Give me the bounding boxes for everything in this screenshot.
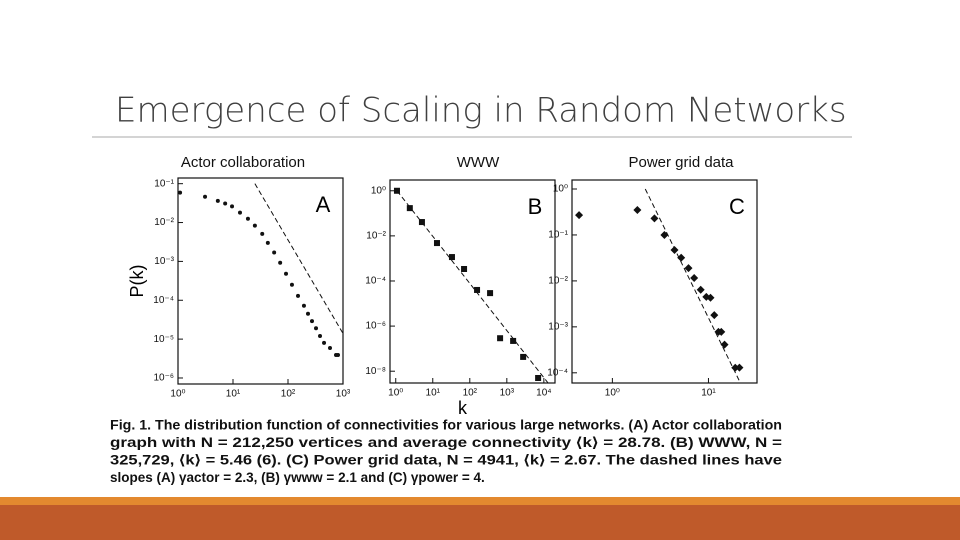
plot-frame bbox=[389, 179, 556, 384]
data-point bbox=[284, 271, 289, 276]
data-point bbox=[706, 293, 715, 302]
data-point bbox=[497, 335, 504, 342]
data-point bbox=[314, 326, 319, 331]
data-point bbox=[305, 311, 310, 316]
data-point bbox=[393, 187, 400, 194]
data-point bbox=[237, 210, 242, 215]
x-tick-label: 10¹ bbox=[226, 389, 241, 400]
x-tick-label: 10¹ bbox=[701, 388, 716, 399]
data-point bbox=[717, 327, 726, 336]
data-point bbox=[474, 286, 481, 293]
data-point bbox=[278, 260, 283, 265]
y-tick-label: 10⁻⁶ bbox=[153, 373, 174, 384]
x-tick-label: 10⁰ bbox=[388, 388, 403, 399]
data-point bbox=[245, 216, 250, 221]
fit-line bbox=[644, 188, 741, 384]
data-point bbox=[710, 311, 719, 320]
data-point bbox=[327, 346, 332, 351]
x-tick-label: 10¹ bbox=[426, 388, 441, 399]
data-point bbox=[289, 282, 294, 287]
y-tick-label: 10⁻⁵ bbox=[153, 334, 174, 345]
caption-line: slopes (A) γactor = 2.3, (B) γwww = 2.1 … bbox=[110, 470, 485, 485]
y-tick-label: 10⁰ bbox=[553, 184, 568, 195]
x-tick-label: 10³ bbox=[500, 388, 515, 399]
data-point bbox=[731, 363, 740, 372]
y-tick-label: 10⁻³ bbox=[154, 256, 174, 267]
plot-frame bbox=[571, 179, 758, 384]
data-point bbox=[575, 211, 584, 220]
data-point bbox=[335, 353, 340, 358]
data-point bbox=[660, 230, 669, 239]
chart-subtitle: Actor collaboration bbox=[181, 154, 305, 171]
y-tick-label: 10⁻¹ bbox=[154, 178, 174, 189]
data-point bbox=[510, 337, 517, 344]
data-point bbox=[487, 290, 494, 297]
data-point bbox=[461, 265, 468, 272]
y-tick-label: 10⁻³ bbox=[548, 321, 568, 332]
data-point bbox=[720, 340, 729, 349]
fit-line bbox=[254, 183, 344, 334]
data-point bbox=[203, 194, 208, 199]
data-point bbox=[230, 204, 235, 209]
data-point bbox=[296, 293, 301, 298]
data-point bbox=[418, 219, 425, 226]
chart-subtitle: Power grid data bbox=[628, 154, 734, 171]
data-point bbox=[448, 254, 455, 261]
y-tick-label: 10⁻¹ bbox=[548, 230, 568, 241]
x-tick-label: 10² bbox=[463, 388, 478, 399]
data-point bbox=[677, 253, 686, 262]
data-point bbox=[252, 223, 257, 228]
footer-stripe bbox=[0, 497, 960, 505]
data-point bbox=[650, 214, 659, 223]
plot-frame bbox=[177, 177, 344, 385]
x-tick-label: 10⁰ bbox=[170, 389, 185, 400]
panel-label: B bbox=[528, 194, 543, 219]
y-tick-label: 10⁰ bbox=[371, 185, 386, 196]
data-point bbox=[633, 205, 642, 214]
x-axis-label: k bbox=[458, 398, 468, 418]
data-point bbox=[309, 319, 314, 324]
data-point bbox=[433, 240, 440, 247]
slide-title: Emergence of Scaling in Random Networks bbox=[115, 91, 847, 131]
data-point bbox=[690, 273, 699, 282]
data-point bbox=[215, 198, 220, 203]
data-point bbox=[178, 190, 183, 195]
y-tick-label: 10⁻⁸ bbox=[365, 366, 386, 377]
y-tick-label: 10⁻⁴ bbox=[365, 276, 386, 287]
y-tick-label: 10⁻⁶ bbox=[365, 321, 386, 332]
y-tick-label: 10⁻² bbox=[154, 217, 174, 228]
data-point bbox=[322, 340, 327, 345]
x-tick-label: 10⁴ bbox=[536, 388, 551, 399]
data-point bbox=[520, 353, 527, 360]
y-tick-label: 10⁻² bbox=[548, 276, 568, 287]
y-tick-label: 10⁻² bbox=[366, 231, 386, 242]
y-tick-label: 10⁻⁴ bbox=[153, 295, 174, 306]
data-point bbox=[265, 240, 270, 245]
data-point bbox=[535, 374, 542, 381]
footer-band bbox=[0, 505, 960, 540]
data-point bbox=[260, 231, 265, 236]
y-axis-label: P(k) bbox=[127, 265, 147, 298]
data-point bbox=[670, 246, 679, 255]
data-point bbox=[272, 250, 277, 255]
x-tick-label: 10⁰ bbox=[605, 388, 620, 399]
caption-line: graph with N = 212,250 vertices and aver… bbox=[110, 435, 782, 450]
y-tick-label: 10⁻⁴ bbox=[547, 367, 568, 378]
panel-label: A bbox=[316, 192, 331, 217]
data-point bbox=[684, 264, 693, 273]
panel-label: C bbox=[729, 194, 745, 219]
chart-subtitle: WWW bbox=[457, 154, 500, 171]
data-point bbox=[301, 303, 306, 308]
x-tick-label: 10² bbox=[281, 389, 296, 400]
data-point bbox=[406, 205, 413, 212]
caption-line: 325,729, ⟨k⟩ = 5.46 (6). (C) Power grid … bbox=[110, 453, 783, 468]
data-point bbox=[318, 334, 323, 339]
data-point bbox=[735, 363, 744, 372]
data-point bbox=[696, 285, 705, 294]
x-tick-label: 10³ bbox=[336, 389, 351, 400]
data-point bbox=[223, 201, 228, 206]
caption-line: Fig. 1. The distribution function of con… bbox=[110, 418, 782, 433]
